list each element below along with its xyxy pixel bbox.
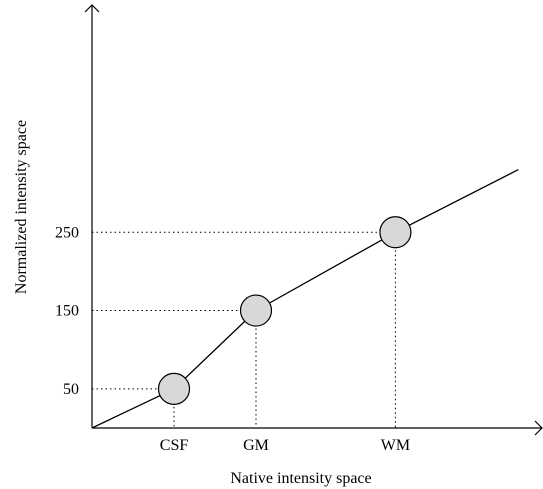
y-tick-label-2: 150 (55, 303, 79, 320)
landmark-markers (157, 216, 412, 405)
x-axis-title: Native intensity space (230, 470, 371, 487)
x-axis-arrow-icon (534, 420, 543, 436)
y-tick-label-3: 250 (55, 224, 79, 241)
tick-labels: CSF GM WM 50 150 250 (55, 224, 410, 454)
x-tick-label-3: WM (381, 437, 410, 454)
y-tick-label-1: 50 (63, 381, 79, 398)
x-tick-label-2: GM (243, 437, 269, 454)
x-tick-label-1: CSF (160, 437, 189, 454)
landmark-point-3 (379, 216, 412, 249)
landmark-point-1 (157, 372, 191, 405)
y-axis-title: Normalized intensity space (13, 120, 30, 294)
landmark-point-2 (239, 294, 273, 327)
y-axis-arrow-icon (84, 4, 100, 13)
chart-axes (84, 4, 543, 436)
guide-lines (92, 231, 396, 428)
